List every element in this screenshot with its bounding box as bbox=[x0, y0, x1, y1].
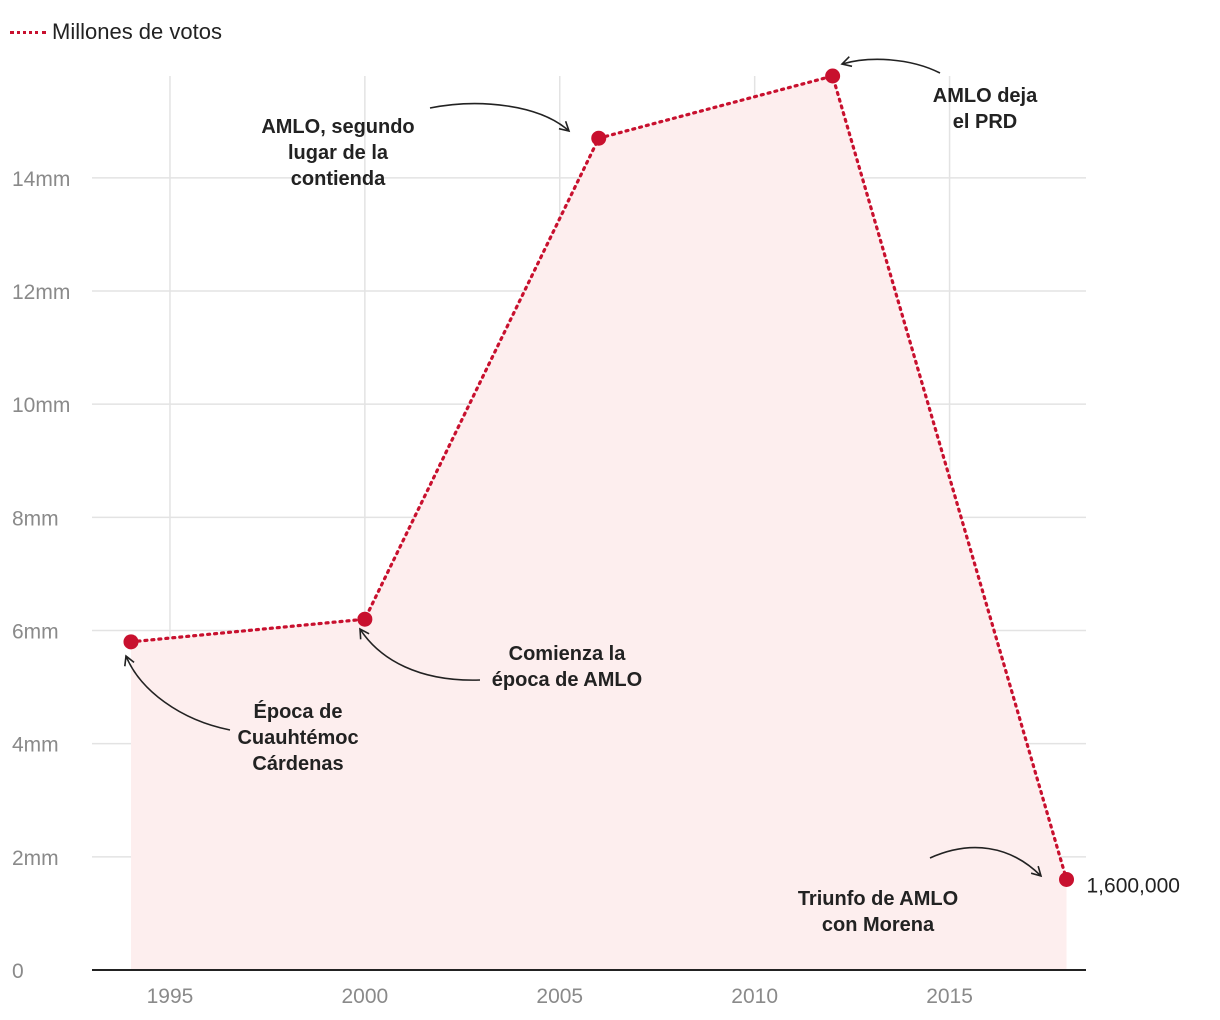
annotation-text: AMLO deja bbox=[933, 85, 1038, 107]
annotation-text: Cárdenas bbox=[252, 753, 343, 775]
annotation-text: Triunfo de AMLO bbox=[798, 888, 958, 910]
y-tick-label: 14mm bbox=[12, 168, 70, 191]
annotation-arrow bbox=[840, 56, 941, 74]
annotation-text: época de AMLO bbox=[492, 669, 642, 691]
annotation-text: AMLO, segundo bbox=[261, 116, 414, 138]
x-tick-label: 2015 bbox=[926, 985, 973, 1008]
annotation-arrow bbox=[124, 654, 231, 731]
y-tick-label: 12mm bbox=[12, 281, 70, 304]
legend-label: Millones de votos bbox=[52, 19, 222, 44]
legend: Millones de votos bbox=[10, 18, 222, 46]
area-fill bbox=[130, 76, 1067, 970]
annotation-arrow bbox=[359, 627, 481, 681]
annotation-text: Cuauhtémoc bbox=[237, 727, 358, 749]
value-label: 1,600,000 bbox=[1087, 874, 1180, 897]
y-tick-label: 6mm bbox=[12, 621, 59, 644]
y-tick-label: 0 bbox=[12, 960, 24, 983]
x-tick-label: 2005 bbox=[536, 985, 583, 1008]
annotation-text: lugar de la bbox=[288, 142, 389, 164]
annotation-text: contienda bbox=[291, 168, 386, 190]
y-tick-label: 2mm bbox=[12, 847, 59, 870]
x-tick-label: 2000 bbox=[342, 985, 389, 1008]
data-point bbox=[123, 634, 139, 650]
legend-swatch bbox=[10, 30, 46, 34]
annotation-arrow bbox=[429, 102, 571, 133]
y-tick-label: 4mm bbox=[12, 734, 59, 757]
data-point bbox=[1059, 871, 1075, 887]
annotation-text: el PRD bbox=[953, 111, 1017, 133]
data-point bbox=[591, 130, 607, 146]
y-tick-label: 10mm bbox=[12, 394, 70, 417]
annotation-text: Comienza la bbox=[509, 643, 627, 665]
data-point bbox=[357, 611, 373, 627]
annotation-text: Época de bbox=[254, 700, 343, 723]
x-tick-label: 2010 bbox=[731, 985, 778, 1008]
x-tick-label: 1995 bbox=[147, 985, 194, 1008]
data-point bbox=[825, 68, 841, 84]
y-tick-label: 8mm bbox=[12, 507, 59, 530]
annotation-text: con Morena bbox=[822, 914, 935, 936]
annotation-arrow bbox=[929, 846, 1043, 878]
